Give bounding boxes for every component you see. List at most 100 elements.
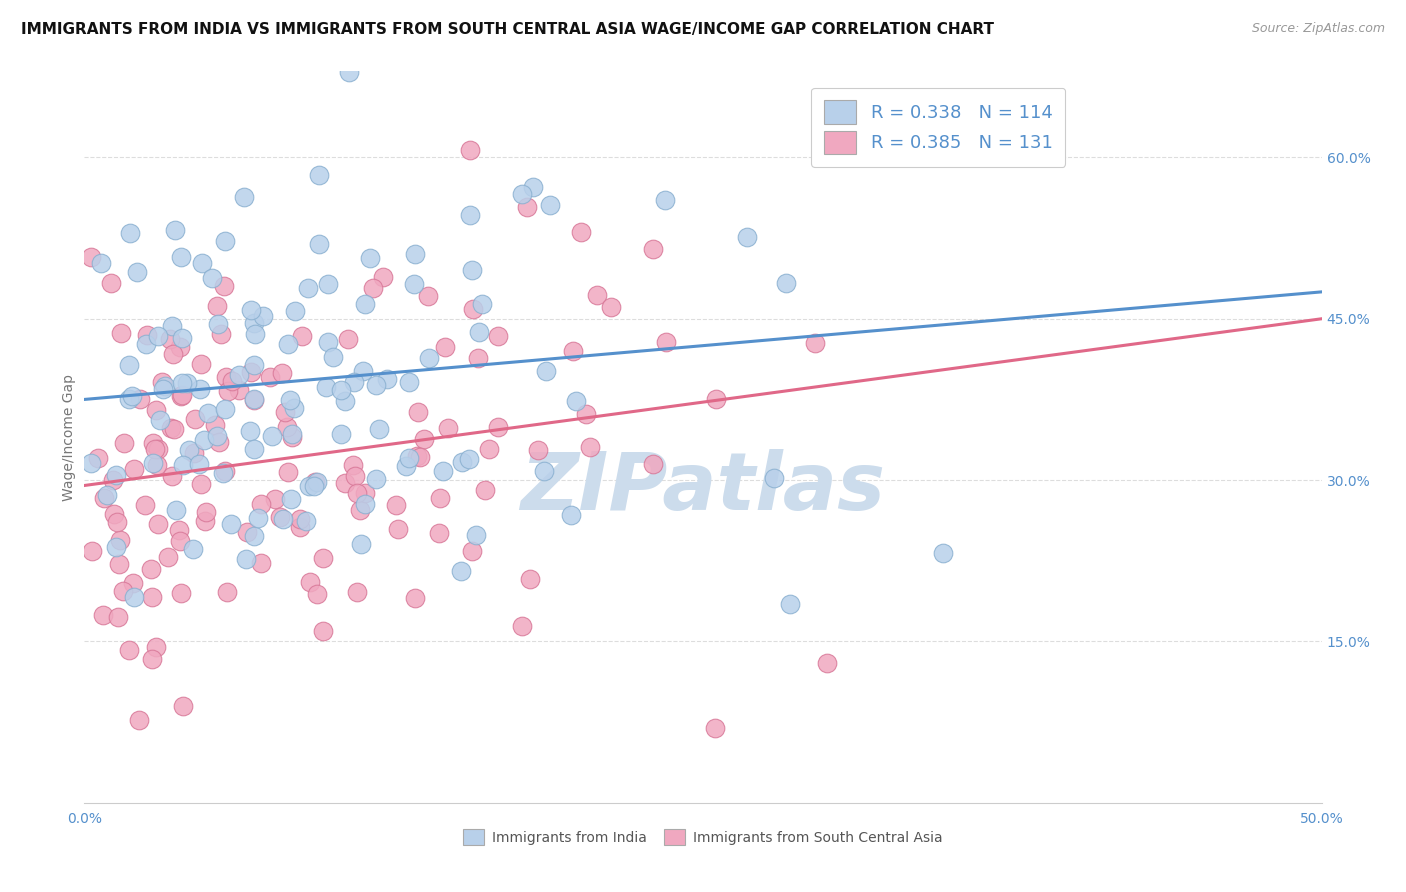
Point [385,498,408,512]
Point [239,366,262,380]
Point [239,425,262,439]
Point [302,479,325,493]
Point [343,376,366,390]
Point [361,281,384,295]
Point [536,363,558,377]
Point [404,591,426,605]
Point [201,270,224,285]
Point [152,382,174,396]
Point [946,122,969,136]
Point [457,452,479,467]
Point [228,368,250,382]
Point [516,200,538,214]
Point [704,721,727,735]
Point [276,420,298,434]
Point [804,336,827,351]
Point [221,374,243,388]
Point [274,405,297,419]
Point [398,450,420,465]
Point [354,297,377,311]
Text: ZIPatlas: ZIPatlas [520,450,886,527]
Point [641,242,664,256]
Point [159,332,181,346]
Point [276,465,298,479]
Point [360,251,382,265]
Point [350,537,373,551]
Point [149,413,172,427]
Point [271,512,294,526]
Point [260,428,283,442]
Point [235,552,257,566]
Point [312,550,335,565]
Point [190,357,212,371]
Point [191,256,214,270]
Point [159,421,181,435]
Point [474,483,496,498]
Point [111,584,134,599]
Point [522,179,544,194]
Point [346,585,368,599]
Point [176,376,198,391]
Point [162,469,184,483]
Point [163,422,186,436]
Point [170,389,193,403]
Point [162,347,184,361]
Point [249,497,271,511]
Point [316,277,339,291]
Point [245,326,267,341]
Point [146,442,169,457]
Point [368,422,391,436]
Point [510,187,533,202]
Point [219,516,242,531]
Point [239,303,262,318]
Point [330,383,353,397]
Point [93,491,115,506]
Point [136,327,159,342]
Point [80,250,103,264]
Point [586,288,609,302]
Point [169,340,191,354]
Point [243,316,266,330]
Point [278,393,301,408]
Point [101,474,124,488]
Point [246,510,269,524]
Point [107,557,129,571]
Point [343,469,366,483]
Point [243,358,266,372]
Point [194,514,217,528]
Point [193,433,215,447]
Point [461,544,484,558]
Point [243,392,266,406]
Point [366,378,388,392]
Point [312,624,335,638]
Point [141,590,163,604]
Point [183,446,205,460]
Point [288,512,311,526]
Point [90,256,112,270]
Point [184,412,207,426]
Point [170,331,193,345]
Point [512,619,534,633]
Legend: Immigrants from India, Immigrants from South Central Asia: Immigrants from India, Immigrants from S… [458,823,948,851]
Point [214,402,236,417]
Point [145,640,167,655]
Point [195,505,218,519]
Point [290,520,312,534]
Point [349,502,371,516]
Point [118,392,141,406]
Point [170,250,193,264]
Point [207,317,229,331]
Point [461,262,484,277]
Point [366,472,388,486]
Point [172,698,194,713]
Point [560,508,582,522]
Point [654,193,676,207]
Point [436,421,458,435]
Point [290,329,312,343]
Point [418,351,440,365]
Point [458,208,481,222]
Point [146,329,169,343]
Point [579,440,602,454]
Point [297,281,319,295]
Point [932,545,955,559]
